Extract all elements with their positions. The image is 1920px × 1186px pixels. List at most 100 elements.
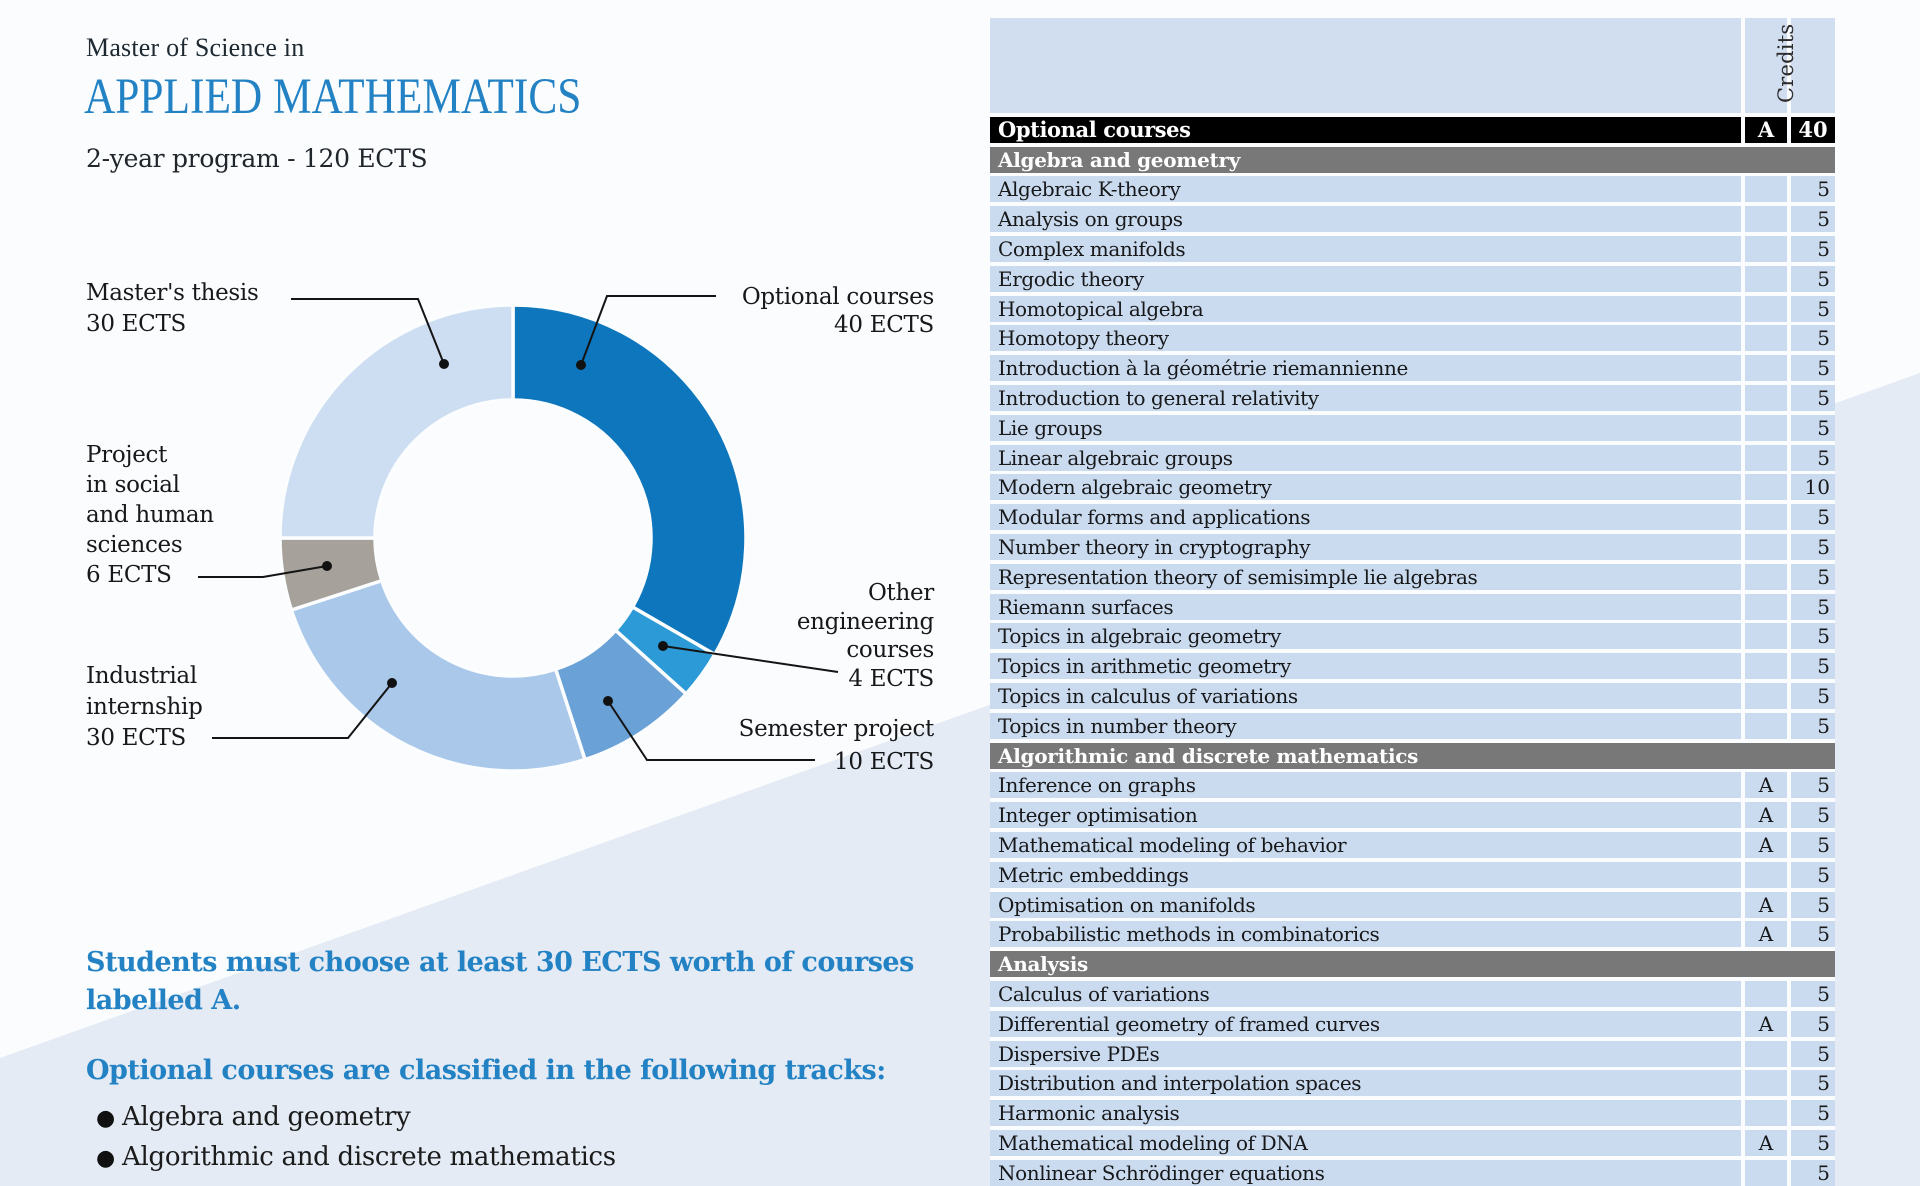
column-separator xyxy=(1787,265,1791,292)
column-separator xyxy=(1741,831,1745,858)
callout-line-optional-courses xyxy=(580,295,716,366)
course-row-representation-theory-of-semisimple-lie-algebras: Representation theory of semisimple lie … xyxy=(990,563,1835,590)
course-row-modern-algebraic-geometry: Modern algebraic geometry 10 xyxy=(990,474,1835,501)
course-row-ergodic-theory: Ergodic theory 5 xyxy=(990,265,1835,292)
credits-cell: 5 xyxy=(1791,563,1835,590)
track-item-label: Algebra and geometry xyxy=(122,1102,411,1132)
credits-cell: 5 xyxy=(1791,1010,1835,1037)
course-row-mathematical-modeling-of-dna: Mathematical modeling of DNA A 5 xyxy=(990,1129,1835,1156)
program-degree-prefix: Master of Science in xyxy=(86,33,305,62)
column-separator xyxy=(1741,1010,1745,1037)
column-separator xyxy=(1741,593,1745,620)
a-label-cell xyxy=(1745,682,1787,709)
column-separator xyxy=(1741,682,1745,709)
credits-cell: 5 xyxy=(1791,533,1835,560)
ects-donut-chart xyxy=(198,295,839,773)
callout-dot-semester-project xyxy=(603,696,613,706)
column-separator xyxy=(1741,712,1745,739)
notes-block: Students must choose at least 30 ECTS wo… xyxy=(86,944,966,1178)
column-separator xyxy=(1741,414,1745,441)
credits-cell: 5 xyxy=(1791,980,1835,1007)
callout-line-other-engineering-courses xyxy=(662,645,839,673)
course-name-cell: Modern algebraic geometry xyxy=(990,474,1741,501)
a-label-cell xyxy=(1745,265,1787,292)
column-separator xyxy=(1741,355,1745,382)
course-row-algebraic-k-theory: Algebraic K-theory 5 xyxy=(990,176,1835,203)
note-tracks-heading: Optional courses are classified in the f… xyxy=(86,1055,886,1086)
course-row-nonlinear-schr-dinger-equations: Nonlinear Schrödinger equations 5 xyxy=(990,1159,1835,1186)
course-row-topics-in-number-theory: Topics in number theory 5 xyxy=(990,712,1835,739)
course-name-cell: Modular forms and applications xyxy=(990,504,1741,531)
table-header: Credits xyxy=(990,18,1835,113)
course-name-cell: Inference on graphs xyxy=(990,772,1741,799)
a-label-cell xyxy=(1745,1040,1787,1067)
course-row-homotopical-algebra: Homotopical algebra 5 xyxy=(990,295,1835,322)
course-name-cell: Harmonic analysis xyxy=(990,1100,1741,1127)
callout-label-other-engineering-courses: Other engineering courses 4 ECTS xyxy=(796,580,934,692)
credits-cell: 5 xyxy=(1791,712,1835,739)
a-label-cell: A xyxy=(1745,891,1787,918)
column-separator xyxy=(1741,1100,1745,1127)
donut-segment-industrial-internship xyxy=(289,578,588,773)
credits-cell: 5 xyxy=(1791,1100,1835,1127)
a-label-cell xyxy=(1745,593,1787,620)
credits-cell: 5 xyxy=(1791,504,1835,531)
program-title: APPLIED MATHEMATICS xyxy=(84,69,582,125)
credits-cell: 5 xyxy=(1791,682,1835,709)
course-name-cell: Distribution and interpolation spaces xyxy=(990,1070,1741,1097)
track-item: ● Algorithmic and discrete mathematics xyxy=(86,1138,966,1178)
column-separator xyxy=(1741,980,1745,1007)
course-name-cell: Introduction à la géométrie riemannienne xyxy=(990,355,1741,382)
a-label-cell xyxy=(1745,563,1787,590)
column-separator xyxy=(1787,444,1791,471)
a-label-cell xyxy=(1745,980,1787,1007)
column-separator xyxy=(1787,384,1791,411)
table-row-optional-courses-total: Optional courses A 40 xyxy=(990,116,1835,143)
course-name-cell: Nonlinear Schrödinger equations xyxy=(990,1159,1741,1186)
course-name-cell: Calculus of variations xyxy=(990,980,1741,1007)
a-label-cell xyxy=(1745,355,1787,382)
course-name-cell: Introduction to general relativity xyxy=(990,384,1741,411)
column-separator xyxy=(1741,772,1745,799)
column-separator xyxy=(1787,1129,1791,1156)
column-separator xyxy=(1787,921,1791,948)
bullet-icon: ● xyxy=(96,1146,115,1171)
column-separator xyxy=(1741,504,1745,531)
a-label-cell: A xyxy=(1745,772,1787,799)
course-row-differential-geometry-of-framed-curves: Differential geometry of framed curves A 5 xyxy=(990,1010,1835,1037)
column-separator xyxy=(1787,206,1791,233)
course-name-cell: Analysis on groups xyxy=(990,206,1741,233)
credits-cell: 5 xyxy=(1791,176,1835,203)
course-row-complex-manifolds: Complex manifolds 5 xyxy=(990,235,1835,262)
course-name-cell: Topics in calculus of variations xyxy=(990,682,1741,709)
course-name-cell: Mathematical modeling of behavior xyxy=(990,831,1741,858)
a-label-cell xyxy=(1745,504,1787,531)
course-row-riemann-surfaces: Riemann surfaces 5 xyxy=(990,593,1835,620)
column-separator xyxy=(1741,653,1745,680)
column-separator xyxy=(1787,891,1791,918)
column-separator xyxy=(1741,18,1745,113)
column-separator xyxy=(1787,176,1791,203)
a-label-cell xyxy=(1745,1159,1787,1186)
credits-cell: 5 xyxy=(1791,891,1835,918)
column-separator xyxy=(1787,533,1791,560)
a-label-cell xyxy=(1745,414,1787,441)
column-separator xyxy=(1787,980,1791,1007)
credits-cell: 5 xyxy=(1791,206,1835,233)
a-label-cell xyxy=(1745,384,1787,411)
callout-label-semester-project: Semester project 10 ECTS xyxy=(738,716,935,775)
a-label-cell xyxy=(1745,533,1787,560)
credits-cell: 5 xyxy=(1791,831,1835,858)
course-name-cell: Number theory in cryptography xyxy=(990,533,1741,560)
callout-dot-master-s-thesis xyxy=(439,359,449,369)
column-separator xyxy=(1741,1070,1745,1097)
course-row-dispersive-pdes: Dispersive PDEs 5 xyxy=(990,1040,1835,1067)
course-row-integer-optimisation: Integer optimisation A 5 xyxy=(990,802,1835,829)
credits-cell: 5 xyxy=(1791,355,1835,382)
column-separator xyxy=(1787,682,1791,709)
credits-cell: 5 xyxy=(1791,265,1835,292)
a-label-cell xyxy=(1745,474,1787,501)
credits-cell: 5 xyxy=(1791,921,1835,948)
column-separator xyxy=(1787,593,1791,620)
